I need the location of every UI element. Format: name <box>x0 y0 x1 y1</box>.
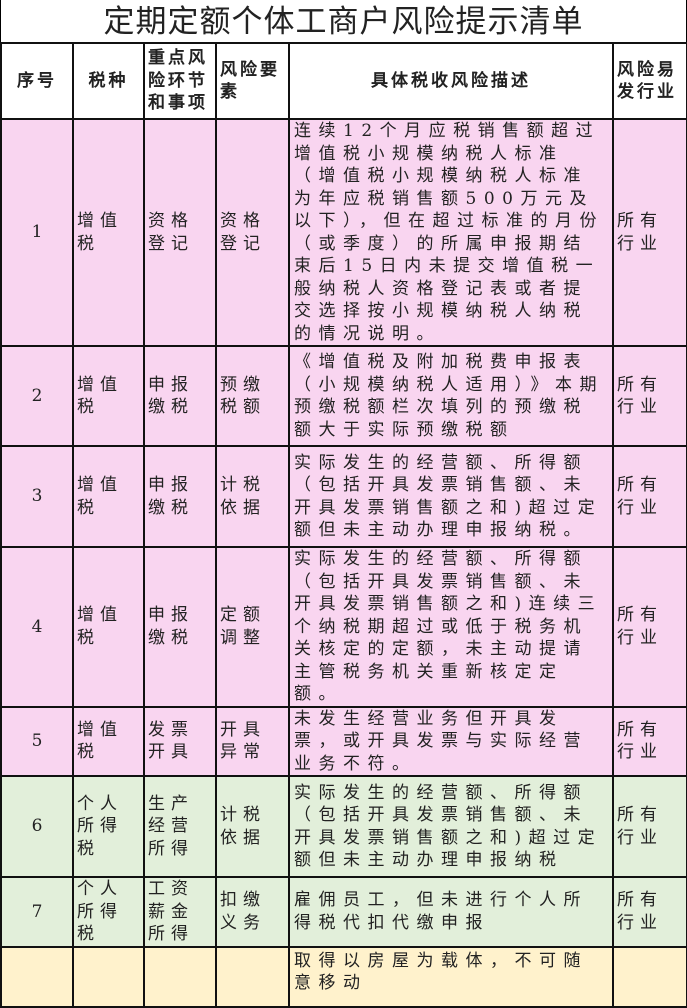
row-tax: 增值税 <box>72 705 145 777</box>
row-desc: 雇佣员工，但未进行个人所得税代扣代缴申报 <box>288 876 614 948</box>
page-title: 定期定额个体工商户风险提示清单 <box>0 0 687 42</box>
row-industry: 所有行业 <box>612 445 687 548</box>
row-stage: 资格登记 <box>143 118 217 347</box>
row-stage <box>143 945 217 1008</box>
row-industry: 所有行业 <box>612 345 687 447</box>
row-industry: 所有行业 <box>612 775 687 878</box>
row-tax: 个人所得税 <box>72 876 145 948</box>
row-tax: 增值税 <box>72 118 145 347</box>
row-tax <box>72 945 145 1008</box>
row-industry: 所有行业 <box>612 705 687 777</box>
row-no: 3 <box>0 445 74 548</box>
row-desc: 实际发生的经营额、所得额（包括开具发票销售额、未开具发票销售额之和)连续三个纳税… <box>288 546 614 708</box>
table-row: 4 增值税 申报缴税 定额调整 实际发生的经营额、所得额（包括开具发票销售额、未… <box>0 546 687 708</box>
row-no: 7 <box>0 876 74 948</box>
row-industry: 所有行业 <box>612 546 687 708</box>
risk-table: 序号 税种 重点风险环节和事项 风险要素 具体税收风险描述 风险易发行业 1 增… <box>0 42 687 1008</box>
row-no: 4 <box>0 546 74 708</box>
row-tax: 增值税 <box>72 345 145 447</box>
row-desc: 实际发生的经营额、所得额（包括开具发票销售额、未开具发票销售额之和)超过定额但未… <box>288 775 614 878</box>
row-tax: 个人所得税 <box>72 775 145 878</box>
header-desc: 具体税收风险描述 <box>288 42 614 120</box>
row-desc: 未发生经营业务但开具发票，或开具发票与实际经营业务不符。 <box>288 705 614 777</box>
row-no: 6 <box>0 775 74 878</box>
row-stage: 工资薪金所得 <box>143 876 217 948</box>
row-tax: 增值税 <box>72 445 145 548</box>
row-stage: 申报缴税 <box>143 445 217 548</box>
row-stage: 申报缴税 <box>143 546 217 708</box>
table-row: 6 个人所得税 生产经营所得 计税依据 实际发生的经营额、所得额（包括开具发票销… <box>0 775 687 878</box>
row-element: 计税依据 <box>215 775 290 878</box>
table-row: 2 增值税 申报缴税 预缴税额 《增值税及附加税费申报表（小规模纳税人适用）》本… <box>0 345 687 447</box>
row-desc: 《增值税及附加税费申报表（小规模纳税人适用）》本期预缴税额栏次填列的预缴税额大于… <box>288 345 614 447</box>
header-stage: 重点风险环节和事项 <box>143 42 217 120</box>
row-element: 计税依据 <box>215 445 290 548</box>
table-row: 5 增值税 发票开具 开具异常 未发生经营业务但开具发票，或开具发票与实际经营业… <box>0 705 687 777</box>
header-industry: 风险易发行业 <box>612 42 687 120</box>
header-row: 序号 税种 重点风险环节和事项 风险要素 具体税收风险描述 风险易发行业 <box>0 42 687 120</box>
row-industry <box>612 945 687 1008</box>
row-desc: 实际发生的经营额、所得额（包括开具发票销售额、未开具发票销售额之和)超过定额但未… <box>288 445 614 548</box>
row-element: 定额调整 <box>215 546 290 708</box>
row-no: 5 <box>0 705 74 777</box>
table-row: 1 增值税 资格登记 资格登记 连续12个月应税销售额超过增值税小规模纳税人标准… <box>0 118 687 347</box>
row-stage: 生产经营所得 <box>143 775 217 878</box>
row-stage: 申报缴税 <box>143 345 217 447</box>
row-element: 预缴税额 <box>215 345 290 447</box>
row-no: 2 <box>0 345 74 447</box>
table-row: 取得以房屋为载体，不可随意移动 <box>0 945 687 1008</box>
header-element: 风险要素 <box>215 42 290 120</box>
row-industry: 所有行业 <box>612 876 687 948</box>
header-no: 序号 <box>0 42 74 120</box>
row-desc: 连续12个月应税销售额超过增值税小规模纳税人标准（增值税小规模纳税人标准为年应税… <box>288 118 614 347</box>
row-element: 资格登记 <box>215 118 290 347</box>
row-stage: 发票开具 <box>143 705 217 777</box>
header-tax: 税种 <box>72 42 145 120</box>
table-row: 7 个人所得税 工资薪金所得 扣缴义务 雇佣员工，但未进行个人所得税代扣代缴申报… <box>0 876 687 948</box>
row-tax: 增值税 <box>72 546 145 708</box>
row-no: 1 <box>0 118 74 347</box>
row-element: 开具异常 <box>215 705 290 777</box>
row-desc: 取得以房屋为载体，不可随意移动 <box>288 945 614 1008</box>
row-element <box>215 945 290 1008</box>
row-element: 扣缴义务 <box>215 876 290 948</box>
table-row: 3 增值税 申报缴税 计税依据 实际发生的经营额、所得额（包括开具发票销售额、未… <box>0 445 687 548</box>
row-no <box>0 945 74 1008</box>
row-industry: 所有行业 <box>612 118 687 347</box>
